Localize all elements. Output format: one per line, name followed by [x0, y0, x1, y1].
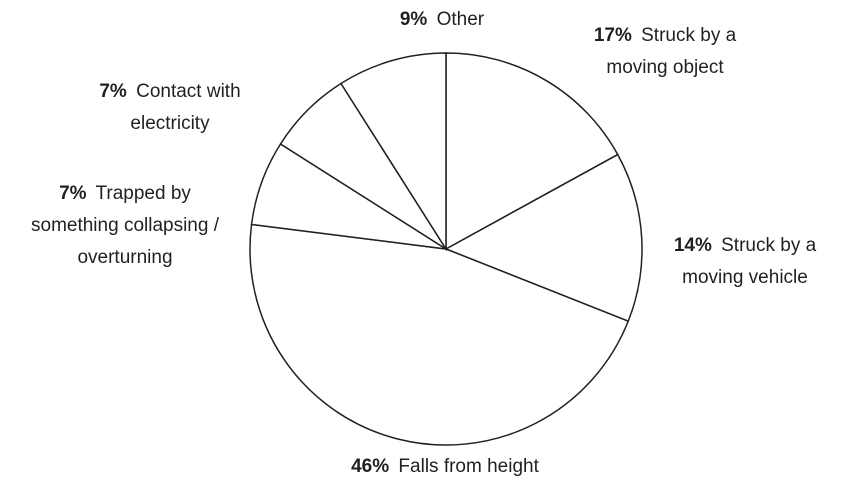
slice-label: 17% Struck by a moving object [575, 20, 755, 84]
slice-label: 9% Other [342, 4, 542, 36]
category-label: Other [436, 9, 485, 30]
category-label: Falls from height [398, 456, 539, 477]
slice-label: 7% Trapped by something collapsing / ove… [18, 178, 233, 274]
percent-label: 46% [351, 456, 390, 477]
pie-slice [339, 52, 447, 252]
slice-label: 46% Falls from height [325, 451, 565, 483]
percent-label: 17% [593, 25, 632, 46]
percent-label: 9% [399, 9, 428, 30]
percent-label: 7% [99, 81, 127, 102]
category-label: Struck by a moving object [606, 25, 737, 78]
percent-label: 14% [673, 235, 712, 256]
category-label: Trapped by something collapsing / overtu… [31, 183, 219, 268]
slice-label: 14% Struck by a moving vehicle [655, 230, 835, 294]
category-label: Contact with electricity [130, 81, 241, 134]
pie-slice [445, 52, 619, 251]
percent-label: 7% [59, 183, 87, 204]
slice-label: 7% Contact with electricity [75, 76, 265, 140]
pie-slice [444, 153, 643, 323]
pie-slice [249, 223, 630, 446]
category-label: Struck by a moving vehicle [682, 235, 817, 288]
